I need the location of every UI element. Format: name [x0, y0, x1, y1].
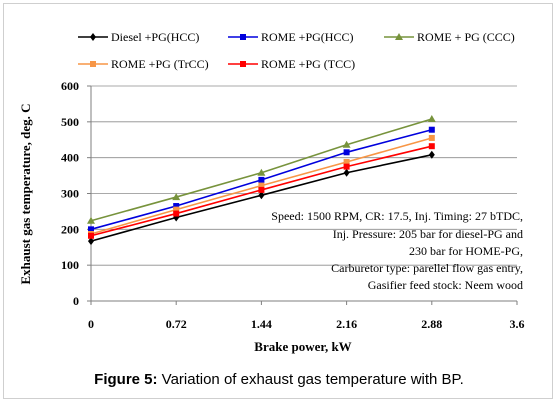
data-point [258, 186, 265, 193]
annotation-line: Gasifier feed stock: Neem wood [368, 278, 523, 292]
x-tick-label: 2.16 [336, 317, 357, 331]
data-point [428, 150, 435, 159]
data-point [257, 168, 266, 176]
legend-label: ROME + PG (CCC) [417, 30, 515, 44]
annotation-line: Inj. Pressure: 205 bar for diesel-PG and [333, 227, 523, 241]
x-tick-label: 3.6 [510, 317, 525, 331]
annotation-line: 230 bar for HOME-PG, [409, 244, 523, 258]
data-point [173, 210, 180, 217]
y-tick-label: 100 [61, 258, 79, 272]
data-point [258, 191, 265, 200]
data-point [343, 158, 350, 165]
data-point [428, 126, 435, 133]
data-point [87, 216, 95, 224]
y-tick-label: 400 [61, 151, 79, 165]
legend-label: ROME +PG(HCC) [261, 30, 353, 44]
legend-label: ROME +PG (TCC) [261, 57, 355, 71]
conditions-annotation: Speed: 1500 RPM, CR: 17.5, Inj. Timing: … [271, 209, 523, 292]
legend-label: Diesel +PG(HCC) [111, 30, 199, 44]
y-tick-label: 200 [61, 222, 79, 236]
y-tick-label: 0 [73, 294, 79, 308]
y-tick-label: 600 [61, 79, 79, 93]
axes: 0 100 200 300 400 500 600 0 0.72 1.44 2.16 2.88 3.6 [61, 79, 525, 331]
figure-caption-text: Variation of exhaust gas temperature wit… [157, 371, 464, 388]
y-axis-label: Exhaust gas temperature, deg. C [18, 103, 33, 284]
figure-caption-label: Figure 5: [94, 371, 158, 388]
annotation-line: Speed: 1500 RPM, CR: 17.5, Inj. Timing: … [271, 209, 523, 223]
data-point [428, 134, 435, 141]
data-point [90, 61, 96, 67]
data-point [90, 33, 96, 41]
x-tick-label: 2.88 [421, 317, 442, 331]
data-point [428, 143, 435, 150]
data-point [240, 34, 246, 40]
data-point [88, 237, 94, 246]
legend: Diesel +PG(HCC) ROME +PG(HCC) ROME + PG (C… [78, 30, 515, 71]
data-point [258, 176, 265, 183]
figure-caption: Figure 5: Variation of exhaust gas tempe… [0, 371, 558, 388]
data-point [172, 193, 181, 201]
gridlines [91, 85, 517, 266]
data-point [88, 232, 94, 239]
data-point [258, 182, 265, 189]
data-point [240, 61, 246, 67]
data-point [395, 33, 403, 40]
data-point [343, 168, 350, 177]
x-tick-label: 0 [88, 317, 94, 331]
x-axis-label: Brake power, kW [254, 339, 351, 354]
legend-label: ROME +PG (TrCC) [111, 57, 209, 71]
y-tick-label: 300 [61, 187, 79, 201]
data-point [343, 149, 350, 156]
data-point [427, 114, 436, 122]
data-point [342, 140, 351, 148]
figure-frame [3, 3, 553, 399]
x-tick-label: 1.44 [251, 317, 272, 331]
x-tick-label: 0.72 [166, 317, 187, 331]
data-point [173, 203, 180, 210]
data-point [88, 226, 94, 233]
data-point [343, 163, 350, 170]
series-lines [87, 114, 436, 246]
data-point [173, 206, 180, 213]
y-tick-label: 500 [61, 115, 79, 129]
annotation-line: Carburetor type: parellel flow gas entry… [331, 261, 523, 275]
